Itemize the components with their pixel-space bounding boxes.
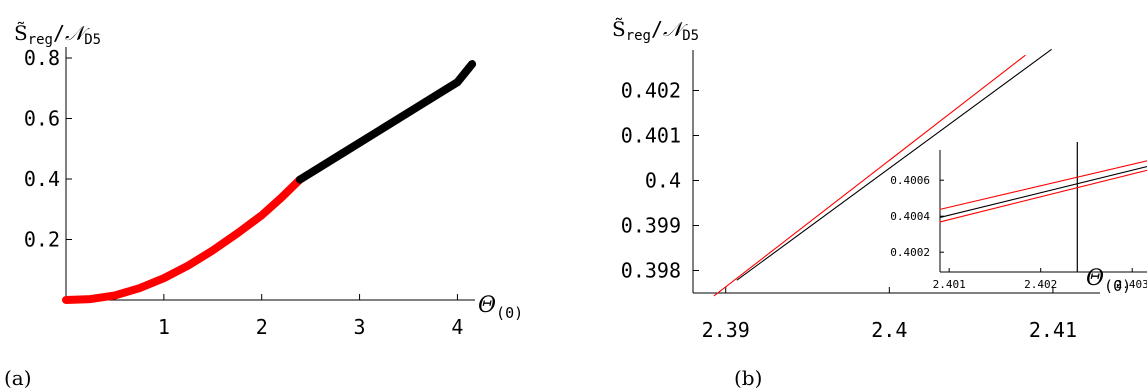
inset-ytick-label: 0.4006 xyxy=(890,174,930,187)
panel-b-xtick-label: 2.41 xyxy=(1029,318,1077,342)
panel-b-xlabel: Θ(0) xyxy=(1086,266,1131,295)
inset-series-2-line xyxy=(939,166,1147,219)
panel-a-xtick-label: 4 xyxy=(451,315,463,339)
panel-b-inset: 2.401 2.402 2.403 0.4002 0.4004 0.4006 xyxy=(890,142,1147,291)
panel-a-label: (a) xyxy=(4,366,32,390)
panel-a-xlabel: Θ(0) xyxy=(478,293,523,322)
inset-ytick-label: 0.4002 xyxy=(890,246,930,259)
panel-b-ytick-label: 0.398 xyxy=(621,259,681,283)
panel-a-series-1-line xyxy=(295,60,477,184)
panel-a-ytick-label: 0.2 xyxy=(24,228,60,252)
inset-xtick-label: 2.402 xyxy=(1024,278,1057,291)
panel-a-xtick-label: 3 xyxy=(354,315,366,339)
panel-b-ytick-label: 0.399 xyxy=(621,214,681,238)
panel-b-ylabel: S̃reg/𝒩D5 xyxy=(612,17,699,44)
inset-series-1-line xyxy=(939,169,1147,223)
panel-b-series-1-line xyxy=(736,48,1052,281)
panel-a-ytick-label: 0.8 xyxy=(24,46,60,70)
panel-a-ytick-label: 0.6 xyxy=(24,107,60,131)
panel-a-xtick-label: 1 xyxy=(158,315,170,339)
panel-a-ylabel: S̃reg/𝒩D5 xyxy=(14,21,101,48)
panel-a-series-0-line xyxy=(62,175,304,304)
panel-b-label: (b) xyxy=(734,366,762,390)
panel-a-ytick-label: 0.4 xyxy=(24,167,60,191)
panel-b-xtick-label: 2.4 xyxy=(871,318,907,342)
panel-b-ytick-label: 0.402 xyxy=(621,79,681,103)
inset-ytick-label: 0.4004 xyxy=(890,210,930,223)
panel-b-ytick-label: 0.4 xyxy=(645,169,681,193)
panel-b: S̃reg/𝒩D5 2.39 2.4 2.41 0.398 0.399 0.4 0.401… xyxy=(612,17,1147,390)
inset-xtick-label: 2.403 xyxy=(1116,278,1147,291)
panel-b-xtick-label: 2.39 xyxy=(702,318,750,342)
inset-xtick-label: 2.401 xyxy=(933,278,966,291)
panel-b-series-0-line xyxy=(713,54,1026,297)
inset-background xyxy=(940,146,1147,272)
panel-a-xtick-label: 2 xyxy=(256,315,268,339)
panel-a: S̃reg/𝒩D5 1 2 3 4 0.2 0.4 0.6 0.8 Θ(0) (a) xyxy=(4,21,523,390)
inset-series-0-line xyxy=(939,160,1147,210)
panel-b-ytick-label: 0.401 xyxy=(621,124,681,148)
